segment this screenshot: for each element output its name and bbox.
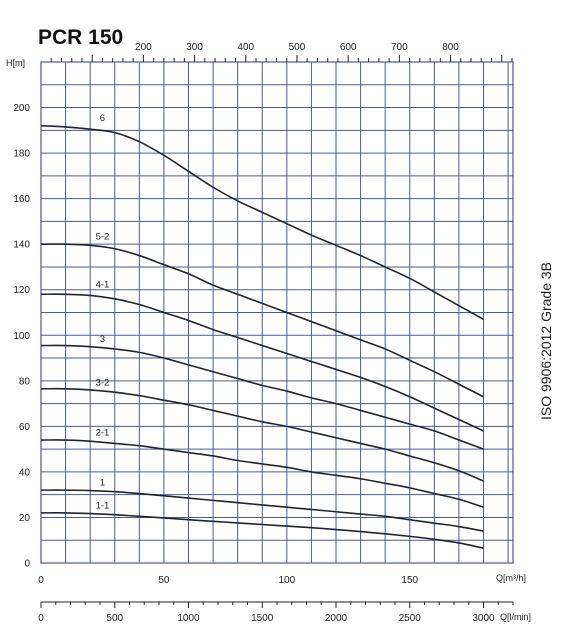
top-axis-tick-label: 700 [391, 42, 408, 53]
curve-label: 4-1 [96, 279, 110, 290]
curve-1-1 [40, 512, 484, 549]
curve-4-1 [40, 293, 484, 432]
x-axis-tick-label: 50 [158, 575, 170, 586]
standard-note: ISO 9906:2012 Grade 3B [538, 262, 554, 420]
y-axis-tick-label: 100 [13, 331, 30, 342]
chart-title: PCR 150 [38, 26, 123, 49]
axes: 200 300 400 500 600 700 8000204060801001201401… [13, 42, 514, 624]
y-axis-tick-label: 200 [13, 103, 30, 114]
x-axis-label-primary: Q[m³/h] [496, 573, 526, 583]
top-axis-tick-label: 800 [442, 42, 459, 53]
top-axis-tick-label: 300 [186, 42, 203, 53]
top-axis-tick-label: 400 [237, 42, 254, 53]
curve-5-2 [40, 243, 484, 398]
secondary-axis-tick-label: 500 [106, 613, 123, 624]
curve-label: 5-2 [96, 232, 110, 243]
secondary-axis-tick-label: 1000 [177, 613, 200, 624]
top-axis-tick-label: 600 [340, 42, 357, 53]
x-axis-tick-label: 100 [278, 575, 295, 586]
curves: 6 5-2 4-1 3 3-2 2-1 1 1-1 [40, 113, 484, 549]
curve-3 [40, 344, 484, 450]
curve-label: 3 [100, 334, 105, 345]
grid [40, 61, 514, 564]
curve-label: 1-1 [96, 500, 110, 511]
y-axis-tick-label: 180 [13, 149, 30, 160]
y-axis-tick-label: 20 [19, 513, 31, 524]
x-axis-label-secondary: Q[l/min] [500, 612, 531, 622]
curve-3-2 [40, 387, 484, 482]
secondary-axis-tick-label: 1500 [251, 613, 274, 624]
top-axis-tick-label: 200 [135, 42, 152, 53]
curve-label: 2-1 [96, 427, 110, 438]
curve-label: 6 [100, 113, 105, 124]
curve-6 [40, 124, 484, 321]
secondary-axis-tick-label: 3000 [472, 613, 495, 624]
y-axis-label: H[m] [6, 58, 25, 68]
y-axis-tick-label: 0 [24, 559, 30, 570]
curve-label: 1 [100, 478, 105, 489]
curve-1 [40, 489, 484, 532]
curve-label: 3-2 [96, 377, 110, 388]
plot-frame [40, 61, 514, 564]
secondary-axis-tick-label: 0 [38, 613, 44, 624]
y-axis-tick-label: 140 [13, 240, 30, 251]
x-axis-tick-label: 150 [401, 575, 418, 586]
y-axis-tick-label: 160 [13, 194, 30, 205]
secondary-axis-tick-label: 2500 [399, 613, 422, 624]
y-axis-tick-label: 120 [13, 285, 30, 296]
y-axis-tick-label: 60 [19, 422, 31, 433]
curve-2-1 [40, 439, 484, 508]
top-axis-tick-label: 500 [289, 42, 306, 53]
x-axis-tick-label: 0 [38, 575, 44, 586]
y-axis-tick-label: 40 [19, 467, 31, 478]
y-axis-tick-label: 80 [19, 376, 31, 387]
secondary-axis-tick-label: 2000 [325, 613, 348, 624]
